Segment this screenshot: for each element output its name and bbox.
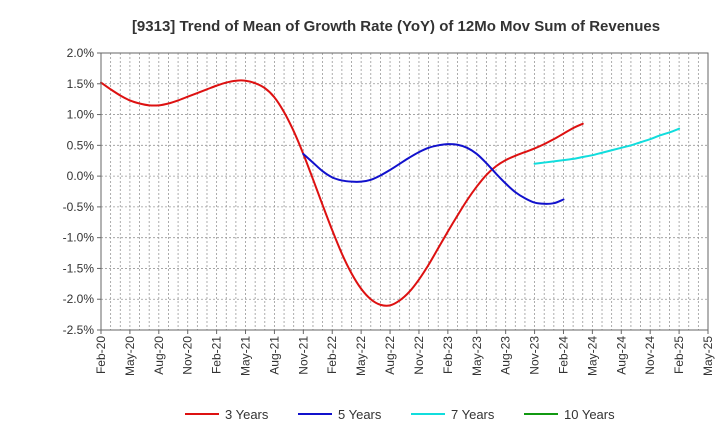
legend-label-10-years: 10 Years [564,407,615,422]
x-tick-label: Nov-24 [643,336,657,375]
y-tick-label: 2.0% [67,46,95,60]
y-tick-label: -0.5% [63,200,95,214]
legend-label-3-years: 3 Years [225,407,269,422]
x-tick-label: Aug-20 [152,336,166,375]
y-tick-label: -1.5% [63,261,95,275]
x-tick-label: May-23 [470,336,484,376]
x-tick-label: Nov-21 [296,336,310,375]
x-tick-label: Aug-21 [267,336,281,375]
y-axis-ticks: 2.0% 1.5% 1.0% 0.5% 0.0% -0.5% -1.0% -1.5% -2.0%… [63,46,101,337]
series-line-5-years [302,143,565,205]
legend: 3 Years 5 Years 7 Years 10 Years [185,407,615,422]
x-tick-label: Feb-24 [556,336,570,374]
x-tick-label: Nov-22 [412,336,426,375]
x-tick-label: Feb-25 [672,336,686,374]
series-line-3-years [100,79,584,307]
x-tick-label: Feb-22 [325,336,339,374]
x-axis-ticks: Feb-20 May-20 Aug-20 Nov-20 Feb-21 May-21 Aug-… [94,330,715,376]
x-tick-label: May-22 [354,336,368,376]
x-tick-label: Feb-21 [210,336,224,374]
x-tick-label: May-21 [239,336,253,376]
y-tick-label: -1.0% [63,231,95,245]
x-tick-label: Nov-20 [181,336,195,375]
x-tick-label: May-20 [123,336,137,376]
series-line-7-years [533,127,681,165]
y-tick-label: 0.5% [67,138,95,152]
y-tick-label: 0.0% [67,169,95,183]
series-group [100,79,681,307]
y-tick-label: 1.0% [67,108,95,122]
x-tick-label: May-24 [585,336,599,376]
x-tick-label: Aug-22 [383,336,397,375]
plot-area [101,53,708,330]
y-tick-label: -2.0% [63,292,95,306]
x-tick-label: Aug-23 [499,336,513,375]
y-tick-label: -2.5% [63,323,95,337]
legend-label-5-years: 5 Years [338,407,382,422]
y-tick-label: 1.5% [67,77,95,91]
x-tick-label: Aug-24 [614,336,628,375]
x-tick-label: May-25 [701,336,715,376]
chart-title: [9313] Trend of Mean of Growth Rate (YoY… [132,18,660,35]
x-tick-label: Feb-20 [94,336,108,374]
plot-border [100,52,709,331]
x-tick-label: Feb-23 [441,336,455,374]
legend-label-7-years: 7 Years [451,407,495,422]
x-tick-label: Nov-23 [528,336,542,375]
